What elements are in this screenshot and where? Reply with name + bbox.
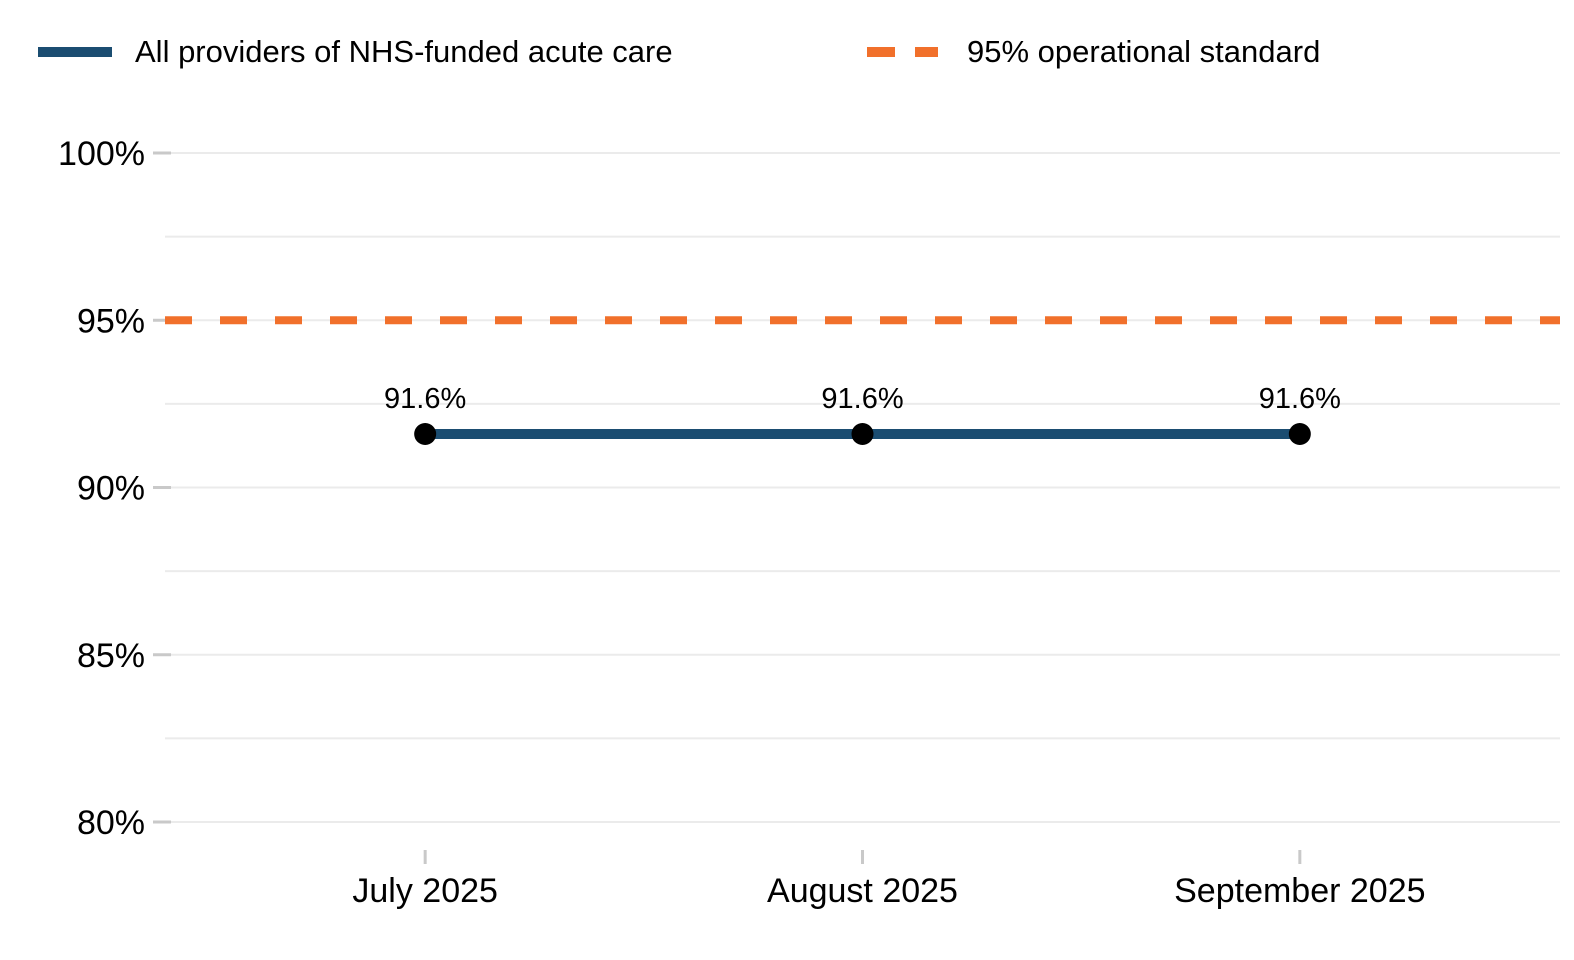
- data-point-label: 91.6%: [384, 383, 466, 415]
- x-axis-label: September 2025: [1174, 872, 1425, 910]
- y-axis-label: 95%: [77, 302, 145, 340]
- y-axis-label: 85%: [77, 637, 145, 675]
- data-point-label: 91.6%: [821, 383, 903, 415]
- data-point-marker[interactable]: [1288, 422, 1311, 445]
- x-axis-label: July 2025: [352, 872, 498, 910]
- y-axis-label: 100%: [58, 135, 145, 173]
- x-axis-label: August 2025: [767, 872, 958, 910]
- data-point-marker[interactable]: [414, 422, 437, 445]
- data-point-marker[interactable]: [851, 422, 874, 445]
- legend-item-operational-standard[interactable]: 95% operational standard: [867, 32, 1320, 72]
- y-axis-label: 90%: [77, 470, 145, 508]
- y-axis-label: 80%: [77, 804, 145, 842]
- legend-label-operational-standard: 95% operational standard: [967, 34, 1321, 69]
- data-point-label: 91.6%: [1259, 383, 1341, 415]
- legend-solid-line-swatch: [38, 47, 112, 57]
- legend-item-acute-care[interactable]: All providers of NHS-funded acute care: [38, 32, 673, 72]
- legend-label-acute-care: All providers of NHS-funded acute care: [135, 34, 673, 69]
- legend-dashed-line-swatch: [867, 47, 938, 57]
